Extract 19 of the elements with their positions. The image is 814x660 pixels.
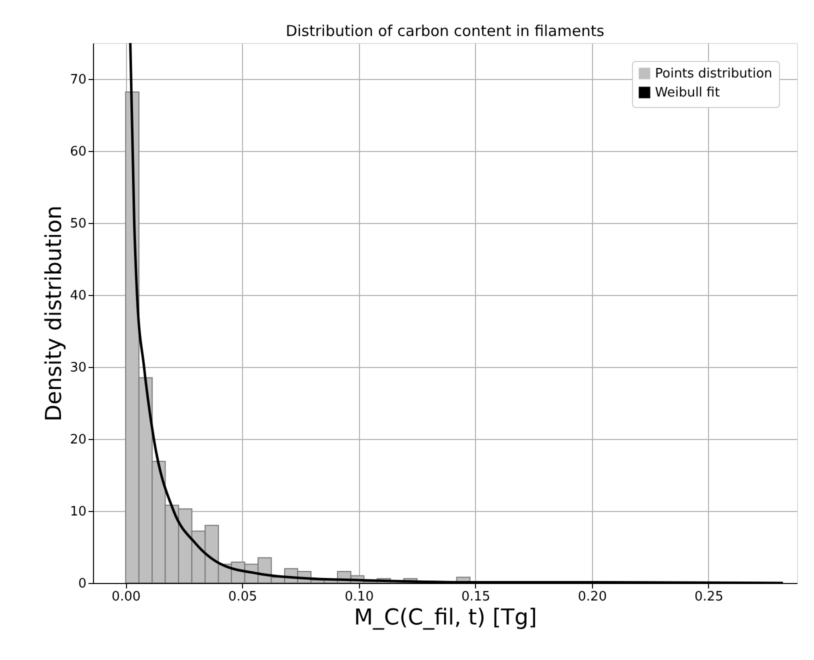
y-tick-label: 20: [70, 432, 86, 448]
y-tick-label: 0: [78, 576, 86, 592]
y-tick-label: 50: [70, 216, 86, 232]
legend-label: Weibull fit: [655, 86, 720, 100]
x-tick-label: 0.10: [344, 590, 374, 604]
y-tick-label: 70: [70, 72, 86, 88]
legend-label: Points distribution: [655, 66, 772, 82]
x-tick-label: 0.20: [578, 590, 607, 604]
y-axis-title: Density distribution: [42, 205, 67, 422]
x-tick-label: 0.15: [461, 590, 490, 604]
x-axis-title: M_C(C_fil, t) [Tg]: [354, 606, 538, 630]
y-tick-label: 60: [70, 144, 86, 160]
x-tick-label: 0.05: [228, 590, 258, 604]
x-tick-label: 0.25: [694, 590, 724, 604]
y-tick-label: 40: [70, 288, 86, 304]
y-tick-label: 10: [70, 504, 86, 520]
y-tick-label: 30: [70, 360, 86, 376]
chart-title: Distribution of carbon content in filaments: [286, 22, 604, 40]
x-tick-label: 0.00: [112, 590, 141, 604]
